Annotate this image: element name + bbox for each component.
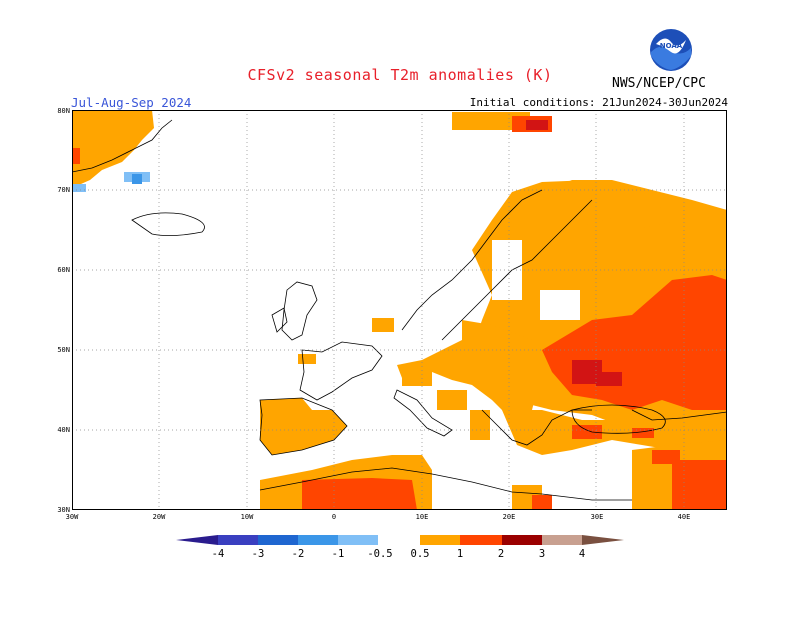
colorbar-lt-m4 bbox=[176, 535, 218, 545]
colorbar bbox=[176, 535, 624, 545]
colorbar-m3-m2 bbox=[258, 535, 298, 545]
colorbar-label: -0.5 bbox=[367, 548, 393, 560]
colorbar-m2-m1 bbox=[298, 535, 338, 545]
lat-label: 30N bbox=[57, 506, 70, 514]
lon-label: 10E bbox=[415, 513, 429, 521]
grid-lines bbox=[72, 110, 727, 510]
anomaly-cells bbox=[72, 110, 727, 510]
colorbar-p2-p3 bbox=[502, 535, 542, 545]
initial-conditions-label: Initial conditions: 21Jun2024-30Jun2024 bbox=[469, 96, 728, 109]
map-title: CFSv2 seasonal T2m anomalies (K) bbox=[247, 66, 553, 84]
lat-label: 50N bbox=[57, 346, 70, 354]
lon-label: 40E bbox=[677, 513, 691, 521]
colorbar-label: -4 bbox=[211, 548, 225, 560]
svg-text:NOAA: NOAA bbox=[660, 42, 683, 50]
lat-label: 40N bbox=[57, 426, 70, 434]
lon-label: 20E bbox=[502, 513, 516, 521]
lon-label: 10W bbox=[240, 513, 254, 521]
colorbar-label: -2 bbox=[291, 548, 305, 560]
lat-label: 60N bbox=[57, 266, 70, 274]
colorbar-p05-p1 bbox=[420, 535, 460, 545]
noaa-logo-icon: NOAA bbox=[650, 29, 692, 71]
colorbar-label: 0.5 bbox=[410, 548, 430, 560]
colorbar-p1-p2 bbox=[460, 535, 502, 545]
lon-label: 30E bbox=[590, 513, 604, 521]
colorbar-gt-p4 bbox=[582, 535, 624, 545]
colorbar-p3-p4 bbox=[542, 535, 582, 545]
colorbar-m1-m05 bbox=[338, 535, 378, 545]
colorbar-label: -1 bbox=[331, 548, 345, 560]
lon-label: 30W bbox=[65, 513, 79, 521]
colorbar-label: 1 bbox=[456, 548, 464, 560]
colorbar-m4-m3 bbox=[218, 535, 258, 545]
colorbar-label: 2 bbox=[497, 548, 505, 560]
lon-label: 0 bbox=[331, 513, 337, 521]
lon-label: 20W bbox=[152, 513, 166, 521]
colorbar-label: 4 bbox=[578, 548, 586, 560]
season-label: Jul-Aug-Sep 2024 bbox=[71, 95, 192, 110]
lat-label: 80N bbox=[57, 107, 70, 115]
colorbar-label: 3 bbox=[538, 548, 546, 560]
colorbar-label: -3 bbox=[251, 548, 265, 560]
credit-label: NWS/NCEP/CPC bbox=[612, 76, 706, 91]
anomaly-map bbox=[72, 110, 727, 510]
lat-label: 70N bbox=[57, 186, 70, 194]
colorbar-neutral bbox=[378, 535, 420, 545]
